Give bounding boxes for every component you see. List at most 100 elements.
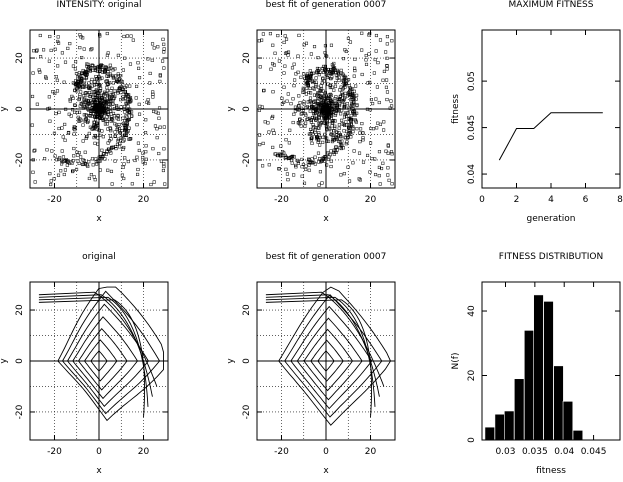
data-marker [312,103,316,107]
data-marker [361,131,365,135]
data-marker [333,101,337,105]
data-marker [323,92,327,96]
data-marker [81,36,85,40]
data-marker [382,120,386,124]
data-marker [317,131,321,135]
data-marker [105,122,109,126]
data-marker [360,31,364,35]
data-marker [39,55,43,59]
x-axis-label: generation [527,214,576,224]
contour-arc [38,299,146,418]
data-marker [111,81,115,85]
data-marker [375,85,379,89]
data-marker [107,100,111,104]
data-marker [342,172,346,176]
histogram-bar [572,430,584,441]
data-marker [53,47,57,51]
data-marker [149,182,153,187]
data-marker [308,127,313,132]
data-marker [87,81,91,85]
data-marker [56,35,60,39]
data-marker [304,121,308,125]
data-marker [79,155,83,159]
data-marker [345,133,350,137]
data-marker [108,134,113,138]
data-marker [358,140,362,144]
data-marker [158,125,162,129]
data-marker [309,104,314,109]
data-marker [310,161,314,165]
data-marker [360,122,364,126]
data-marker [98,77,102,81]
data-marker [111,111,116,116]
data-marker [157,151,161,156]
data-marker [314,76,318,80]
data-marker [89,48,93,52]
y-tick-label: 0 [242,106,252,112]
data-marker [374,33,379,38]
data-marker [318,70,322,74]
data-marker [111,76,115,80]
chart-title: INTENSITY: original [56,0,141,10]
contour-line [90,350,108,372]
histogram-bar [504,410,515,441]
data-marker [382,69,386,73]
y-axis-label: N(f) [451,353,461,370]
data-marker [60,149,64,153]
data-marker [116,117,120,121]
data-marker [298,118,302,122]
data-marker [137,76,142,80]
data-marker [63,60,68,64]
data-marker [296,70,300,74]
y-tick-label: 0 [15,358,25,364]
data-marker [49,179,53,183]
data-marker [337,133,341,138]
data-marker [130,114,134,118]
data-marker [136,172,140,176]
data-marker [364,58,368,62]
data-marker [267,163,271,167]
data-marker [44,75,48,79]
data-marker [335,130,339,134]
data-marker [332,61,336,66]
data-marker [156,45,160,49]
data-marker [161,168,165,173]
data-marker [119,79,123,83]
data-marker [288,128,292,132]
y-tick-label: 0.05 [467,71,477,91]
data-marker [77,71,81,75]
data-marker [148,81,152,85]
data-marker [293,78,297,82]
data-marker [111,92,115,96]
data-marker [117,107,121,111]
data-marker [144,118,148,122]
data-marker [322,115,326,119]
data-marker [116,114,120,118]
data-marker [125,84,129,88]
data-marker [105,92,109,96]
data-marker [325,136,329,140]
data-marker [325,116,329,120]
data-marker [74,85,78,89]
data-marker [64,107,68,111]
data-marker [91,95,95,99]
data-marker [119,74,123,78]
data-marker [344,136,348,140]
data-marker [308,109,312,113]
data-marker [307,90,311,95]
data-marker [119,91,123,95]
data-marker [106,168,110,172]
data-marker [289,102,293,106]
data-marker [314,126,318,130]
data-marker [342,97,346,101]
data-marker [281,153,285,157]
data-marker [83,162,87,166]
x-tick-label: 0 [323,447,329,457]
data-marker [38,33,42,38]
data-marker [327,139,331,143]
data-marker [340,118,344,122]
data-marker [386,166,390,170]
data-marker [316,140,320,144]
data-marker [151,95,155,99]
data-marker [282,71,286,75]
